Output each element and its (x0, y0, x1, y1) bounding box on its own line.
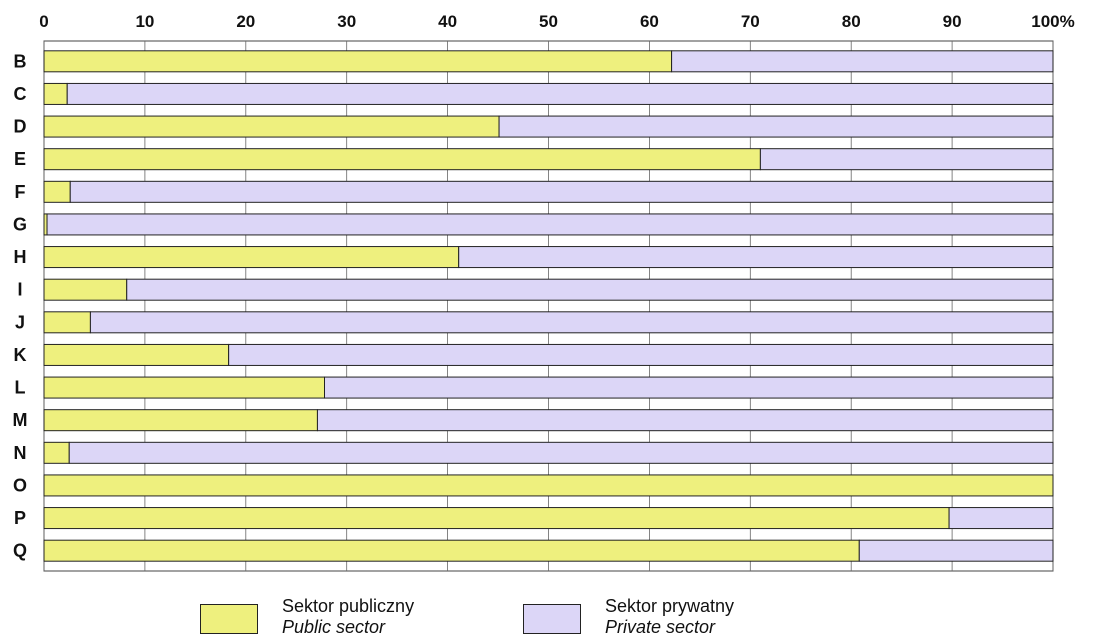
x-tick-label: 60 (640, 12, 659, 31)
category-label: M (13, 410, 28, 430)
bar-segment-private (948, 507, 1054, 530)
bar-segment-private (228, 343, 1054, 366)
bar-segment-public (43, 474, 1054, 497)
legend-label-private: Sektor prywatny Private sector (605, 596, 734, 638)
bar-segment-private (66, 82, 1054, 105)
bar-segment-private (759, 148, 1054, 171)
bar-segment-private (68, 441, 1054, 464)
category-label: L (15, 378, 26, 398)
bar-segment-private (324, 376, 1054, 399)
bar-segment-public (43, 246, 460, 269)
category-label: B (14, 51, 27, 71)
x-tick-label: 10 (135, 12, 154, 31)
bar-segment-public (43, 311, 91, 334)
legend-swatch-private (523, 604, 581, 634)
category-label: O (13, 475, 27, 495)
category-label: I (17, 280, 22, 300)
category-label: F (15, 182, 26, 202)
category-label: N (14, 443, 27, 463)
x-tick-label: 30 (337, 12, 356, 31)
category-label: C (14, 84, 27, 104)
category-label: D (14, 117, 27, 137)
legend-label-public-en: Public sector (282, 617, 386, 637)
bar-segment-private (316, 409, 1054, 432)
bar-segment-public (43, 441, 70, 464)
x-tick-label: 50 (539, 12, 558, 31)
x-tick-label: 70 (741, 12, 760, 31)
bar-segment-private (126, 278, 1054, 301)
bar-segment-private (671, 50, 1054, 73)
legend-swatch-public (200, 604, 258, 634)
legend-item-public: Sektor publiczny Public sector (200, 596, 414, 642)
bar-segment-public (43, 50, 673, 73)
legend-label-public: Sektor publiczny Public sector (282, 596, 414, 638)
legend-label-public-pl: Sektor publiczny (282, 596, 415, 616)
category-label: E (14, 149, 26, 169)
category-label: J (15, 312, 25, 332)
bar-segment-private (89, 311, 1054, 334)
category-label: G (13, 214, 27, 234)
bar-segment-private (858, 539, 1054, 562)
bar-segment-public (43, 409, 318, 432)
bar-segment-public (43, 507, 950, 530)
x-tick-label: 100% (1031, 12, 1074, 31)
bar-segment-public (43, 148, 761, 171)
bar-segment-public (43, 539, 860, 562)
bar-segment-public (43, 376, 326, 399)
x-tick-label: 80 (842, 12, 861, 31)
bar-segment-private (458, 246, 1054, 269)
bar-segment-public (43, 180, 71, 203)
legend-label-private-pl: Sektor prywatny (605, 596, 735, 616)
x-tick-label: 90 (943, 12, 962, 31)
bar-segment-private (69, 180, 1054, 203)
bar-segment-public (43, 115, 500, 138)
x-tick-label: 0 (39, 12, 48, 31)
category-label: K (14, 345, 27, 365)
category-label: H (14, 247, 27, 267)
legend-label-private-en: Private sector (605, 617, 716, 637)
x-tick-label: 40 (438, 12, 457, 31)
bar-segment-private (46, 213, 1054, 236)
category-label: Q (13, 541, 27, 561)
legend-item-private: Sektor prywatny Private sector (523, 596, 734, 642)
bar-segment-public (43, 278, 128, 301)
x-tick-label: 20 (236, 12, 255, 31)
bar-segment-public (43, 82, 68, 105)
bar-segment-private (498, 115, 1054, 138)
category-label: P (14, 508, 26, 528)
bar-segment-public (43, 343, 230, 366)
